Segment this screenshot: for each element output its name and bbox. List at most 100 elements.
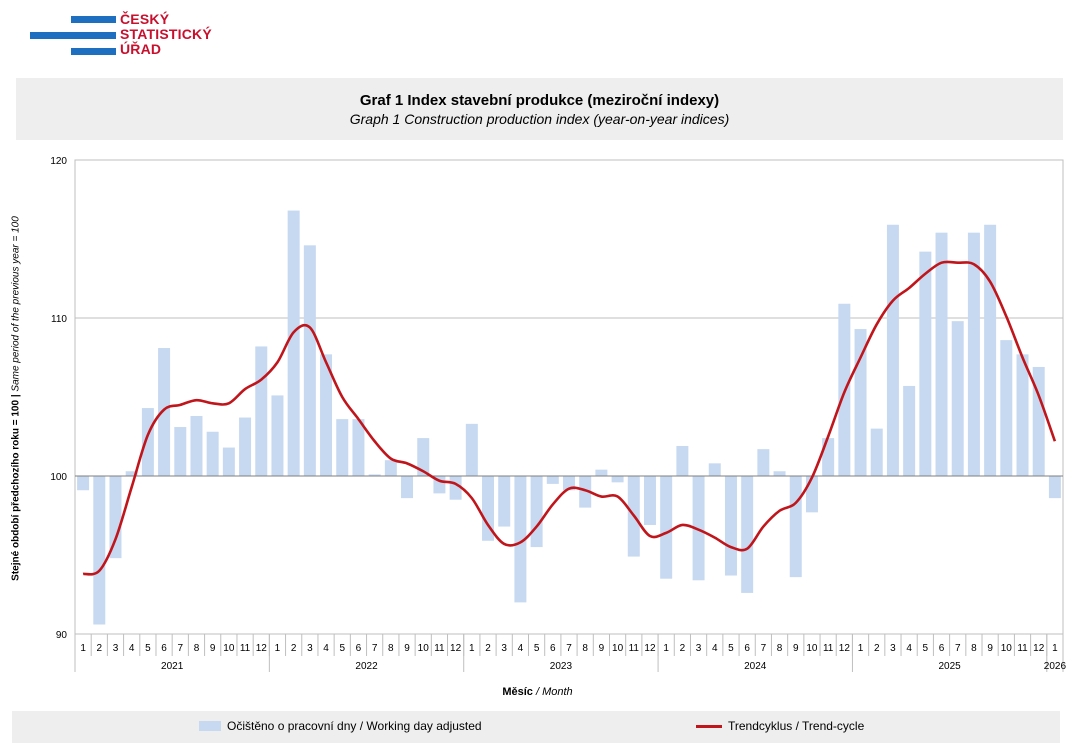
legend-bar-swatch <box>199 721 221 731</box>
x-axis-label-en: / Month <box>532 686 573 698</box>
x-month-label: 4 <box>712 643 718 654</box>
bar[interactable] <box>141 408 154 476</box>
x-month-label: 9 <box>987 643 993 654</box>
bar[interactable] <box>77 476 90 491</box>
bar[interactable] <box>190 415 203 476</box>
x-month-label: 9 <box>793 643 799 654</box>
x-month-label: 12 <box>839 643 851 654</box>
bar[interactable] <box>303 245 316 476</box>
bar[interactable] <box>352 419 365 476</box>
bar[interactable] <box>643 476 656 525</box>
x-month-label: 7 <box>566 643 572 654</box>
x-month-label: 4 <box>906 643 912 654</box>
bar[interactable] <box>741 476 754 593</box>
bar[interactable] <box>417 438 430 476</box>
csu-logo[interactable]: ČESKÝ STATISTICKÝ ÚŘAD <box>28 12 228 60</box>
bar[interactable] <box>498 476 511 527</box>
bar[interactable] <box>757 449 770 476</box>
x-month-label: 8 <box>971 643 977 654</box>
x-month-label: 3 <box>501 643 507 654</box>
bar[interactable] <box>579 476 592 508</box>
y-tick-label: 110 <box>51 314 67 325</box>
bar[interactable] <box>692 476 705 581</box>
bar[interactable] <box>336 419 349 476</box>
x-month-label: 10 <box>223 643 235 654</box>
x-month-label: 9 <box>210 643 216 654</box>
bar[interactable] <box>967 232 980 476</box>
bar[interactable] <box>255 346 268 476</box>
bar[interactable] <box>660 476 673 579</box>
bar[interactable] <box>854 329 867 476</box>
x-month-label: 12 <box>450 643 462 654</box>
x-month-label: 3 <box>696 643 702 654</box>
x-month-label: 6 <box>356 643 362 654</box>
x-month-label: 1 <box>80 643 86 654</box>
bar[interactable] <box>1048 476 1061 499</box>
bar[interactable] <box>1016 354 1029 476</box>
bar[interactable] <box>935 232 948 476</box>
x-year-label: 2025 <box>938 661 961 672</box>
legend-bars-label: Očištěno o pracovní dny / Working day ad… <box>227 719 482 733</box>
x-month-label: 10 <box>612 643 624 654</box>
x-month-label: 3 <box>890 643 896 654</box>
x-month-label: 5 <box>339 643 345 654</box>
x-month-label: 2 <box>291 643 297 654</box>
bar[interactable] <box>1000 340 1013 476</box>
bar[interactable] <box>822 438 835 476</box>
bar[interactable] <box>546 476 559 484</box>
bar[interactable] <box>1032 366 1045 476</box>
x-month-label: 4 <box>518 643 524 654</box>
x-month-label: 8 <box>388 643 394 654</box>
bar[interactable] <box>222 447 235 476</box>
bar[interactable] <box>271 395 284 476</box>
bar[interactable] <box>206 431 219 476</box>
logo-stripe-1 <box>71 16 116 23</box>
trend-line[interactable] <box>82 260 1057 576</box>
bar[interactable] <box>93 476 106 625</box>
legend-line-swatch <box>696 724 722 728</box>
bar[interactable] <box>563 476 575 491</box>
legend: Očištěno o pracovní dny / Working day ad… <box>12 711 1060 743</box>
bar[interactable] <box>514 476 527 603</box>
x-month-label: 11 <box>1017 643 1028 654</box>
bar[interactable] <box>482 476 495 541</box>
chart-subtitle: Graph 1 Construction production index (y… <box>349 111 730 127</box>
bar[interactable] <box>174 427 187 476</box>
bar[interactable] <box>384 460 397 476</box>
bar[interactable] <box>320 354 333 476</box>
bar[interactable] <box>611 476 624 483</box>
bar[interactable] <box>805 476 818 513</box>
bar[interactable] <box>401 476 414 499</box>
x-month-label: 10 <box>806 643 818 654</box>
bar[interactable] <box>125 471 138 476</box>
bar[interactable] <box>158 348 171 476</box>
bar[interactable] <box>789 476 802 578</box>
bar[interactable] <box>530 476 543 548</box>
x-month-label: 8 <box>582 643 588 654</box>
bar[interactable] <box>465 423 478 476</box>
bar[interactable] <box>433 476 446 494</box>
bar[interactable] <box>708 463 721 476</box>
legend-item-bars[interactable]: Očištěno o pracovní dny / Working day ad… <box>199 719 482 733</box>
bar[interactable] <box>919 251 932 476</box>
legend-item-line[interactable]: Trendcyklus / Trend-cycle <box>696 719 864 733</box>
bar[interactable] <box>239 417 252 476</box>
x-month-label: 5 <box>145 643 151 654</box>
x-axis-label: Měsíc / Month <box>0 686 1075 698</box>
x-month-label: 8 <box>777 643 783 654</box>
bar[interactable] <box>870 428 883 476</box>
bar[interactable] <box>676 445 689 476</box>
bar[interactable] <box>368 474 381 476</box>
bar[interactable] <box>886 224 899 476</box>
bar[interactable] <box>595 469 608 476</box>
bar[interactable] <box>287 210 300 476</box>
bar[interactable] <box>109 476 122 559</box>
bar[interactable] <box>724 476 737 576</box>
bar[interactable] <box>903 385 916 476</box>
bar[interactable] <box>951 321 964 476</box>
x-month-label: 11 <box>240 643 251 654</box>
bar[interactable] <box>449 476 462 500</box>
bar[interactable] <box>773 471 786 476</box>
x-month-label: 6 <box>550 643 556 654</box>
bar[interactable] <box>984 224 997 476</box>
